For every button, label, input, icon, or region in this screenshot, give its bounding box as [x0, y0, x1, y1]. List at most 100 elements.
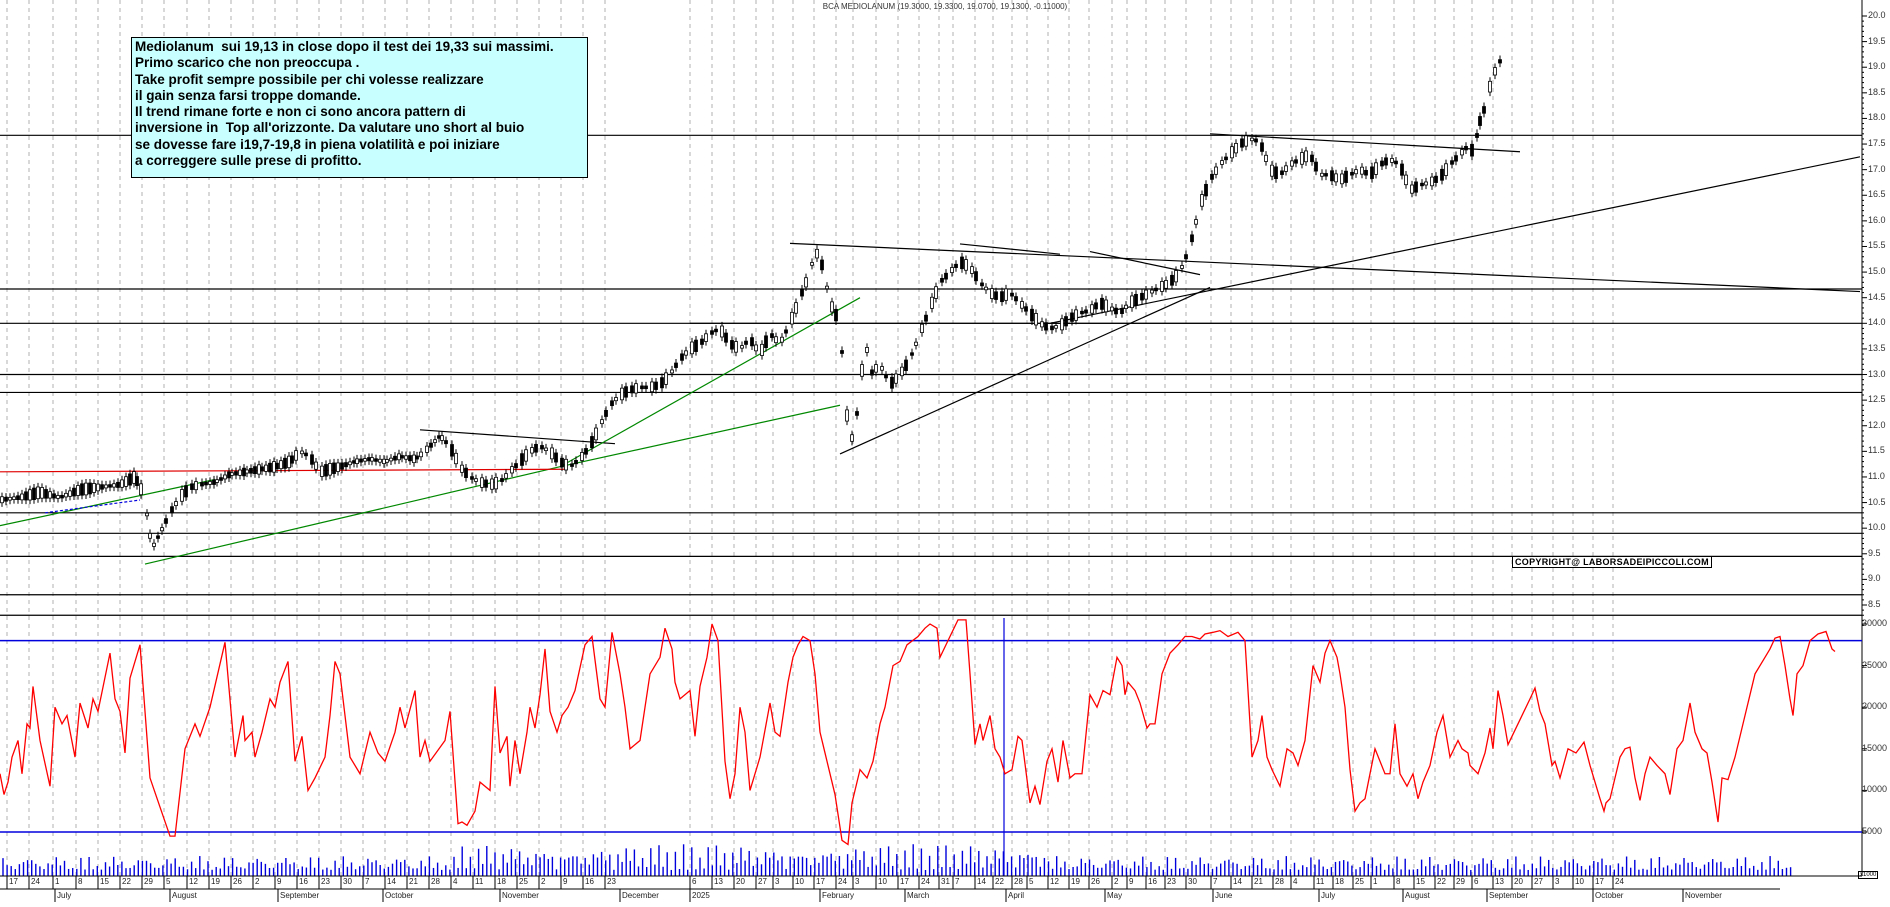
candle-body — [1230, 146, 1234, 159]
candle-body — [764, 335, 768, 349]
oscillator-tick-label: 20000 — [1862, 701, 1888, 712]
candle-body — [980, 282, 984, 287]
price-tick-label: 11.0 — [1868, 470, 1885, 481]
candle-body — [433, 439, 437, 443]
candle-body — [510, 466, 514, 474]
candle-body — [564, 458, 568, 471]
candle-body — [1040, 321, 1044, 328]
candle-body — [148, 533, 152, 539]
price-tick-label: 18.0 — [1868, 112, 1886, 123]
candle-body — [1170, 274, 1174, 286]
candle-body — [253, 466, 257, 475]
day-tick-label: 10 — [1575, 877, 1584, 886]
candle-body — [710, 330, 714, 335]
candle-body — [28, 489, 32, 501]
candle-body — [930, 296, 934, 309]
candle-body — [454, 452, 458, 465]
day-tick-label: 5 — [1029, 877, 1034, 886]
candle-body — [825, 285, 829, 290]
candle-body — [724, 332, 728, 343]
month-label: February — [822, 891, 855, 900]
candle-body — [100, 484, 104, 490]
candle-body — [1344, 170, 1348, 183]
candle-body — [344, 462, 348, 468]
day-tick-label: 25 — [519, 877, 528, 886]
candle-body — [12, 496, 16, 500]
candle-body — [480, 477, 484, 488]
candle-body — [76, 485, 80, 496]
candle-body — [1330, 170, 1334, 182]
candle-body — [1290, 160, 1294, 167]
day-tick-label: 1 — [55, 877, 60, 886]
candle-body — [830, 301, 834, 313]
candle-body — [1060, 318, 1064, 331]
candle-body — [554, 452, 558, 463]
candle-body — [1180, 265, 1184, 269]
candle-body — [1090, 304, 1094, 314]
candle-body — [1410, 184, 1414, 194]
month-label: November — [1685, 891, 1722, 900]
candle-body — [1384, 157, 1388, 166]
analysis-note-box: Mediolanum sui 19,13 in close dopo il te… — [131, 37, 588, 178]
candle-body — [234, 471, 238, 476]
candle-body — [184, 485, 188, 498]
candle-body — [0, 496, 4, 504]
candle-body — [1154, 287, 1158, 292]
price-tick-label: 14.5 — [1868, 291, 1886, 302]
day-tick-label: 15 — [1416, 877, 1425, 886]
candle-body — [72, 487, 76, 497]
month-label: November — [502, 891, 539, 900]
candle-body — [514, 463, 518, 469]
trendline — [44, 499, 141, 514]
candle-body — [1314, 161, 1318, 172]
candle-body — [332, 462, 336, 474]
candle-body — [429, 442, 433, 448]
candle-body — [20, 493, 24, 501]
candle-body — [1320, 172, 1324, 177]
candle-body — [544, 447, 548, 452]
month-label: 2025 — [692, 891, 710, 900]
day-tick-label: 17 — [816, 877, 825, 886]
candle-body — [268, 462, 272, 473]
candle-body — [120, 479, 124, 488]
day-tick-label: 22 — [122, 877, 131, 886]
candle-body — [550, 447, 554, 460]
candle-body — [500, 478, 504, 482]
candle-body — [190, 483, 194, 490]
candle-body — [1004, 288, 1008, 301]
day-tick-label: 22 — [995, 877, 1004, 886]
day-tick-label: 15 — [100, 877, 109, 886]
candle-body — [794, 302, 798, 314]
day-tick-label: 21 — [409, 877, 418, 886]
candle-body — [614, 397, 618, 402]
candle-body — [1260, 142, 1264, 152]
candle-body — [382, 458, 386, 465]
day-tick-label: 28 — [1014, 877, 1023, 886]
candle-body — [359, 458, 363, 463]
candle-body — [840, 350, 844, 354]
day-tick-label: 18 — [1335, 877, 1344, 886]
candle-body — [304, 452, 308, 457]
candle-body — [1464, 145, 1468, 151]
day-tick-label: 20 — [1514, 877, 1523, 886]
candle-body — [60, 494, 64, 499]
note-line: inversione in Top all'orizzonte. Da valu… — [135, 120, 525, 136]
candle-body — [238, 469, 242, 476]
candle-body — [590, 436, 594, 449]
candle-body — [1044, 322, 1048, 331]
day-tick-label: 17 — [900, 877, 909, 886]
candle-body — [610, 400, 614, 407]
candle-body — [1444, 163, 1448, 176]
candle-body — [700, 338, 704, 345]
candle-body — [520, 453, 524, 466]
candle-body — [1014, 296, 1018, 302]
day-tick-label: 7 — [955, 877, 960, 886]
day-tick-label: 19 — [211, 877, 220, 886]
price-tick-label: 17.0 — [1868, 163, 1886, 174]
oscillator-tick-label: 5000 — [1862, 826, 1883, 836]
candle-body — [437, 435, 441, 439]
candle-body — [170, 506, 174, 514]
candle-body — [340, 462, 344, 470]
candle-body — [1114, 307, 1118, 315]
day-tick-label: 9 — [277, 877, 282, 886]
